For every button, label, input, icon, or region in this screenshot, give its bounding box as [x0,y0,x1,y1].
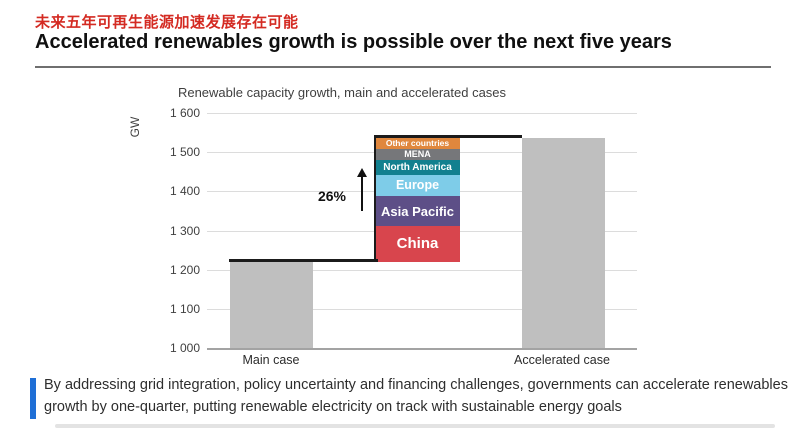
x-axis-label-main-case: Main case [242,353,300,367]
y-tick-label: 1 300 [169,223,200,238]
stack-segment-china: China [375,225,460,262]
bar-accelerated-case [522,137,605,348]
title-divider [35,66,771,68]
step-line-top [375,135,522,138]
stack-segment-other-countries: Other countries [375,137,460,149]
stack-segment-europe: Europe [375,174,460,197]
slide-title-english: Accelerated renewables growth is possibl… [35,31,672,53]
bar-main-case [230,261,313,348]
y-tick-label: 1 000 [169,341,200,355]
growth-delta-label: 26% [317,188,346,204]
up-arrow-icon [361,176,363,211]
gridline-1600 [207,113,637,114]
y-tick-label: 1 500 [169,145,200,160]
y-tick-label: 1 100 [169,301,200,316]
slide-title-chinese: 未来五年可再生能源加速发展存在可能 [35,14,299,31]
stack-segment-asia-pacific: Asia Pacific [375,196,460,226]
step-line-main [229,259,378,262]
up-arrow-head-icon [357,168,367,177]
slide-bottom-edge [55,424,775,428]
caption-accent-bar [30,378,36,419]
caption-text: By addressing grid integration, policy u… [44,377,788,415]
y-tick-label: 1 600 [169,106,200,120]
stack-segment-mena: MENA [375,148,460,161]
stack-segment-north-america: North America [375,160,460,175]
gridline-1000 [207,348,637,350]
step-line-vertical [373,135,377,262]
gridline-1100 [207,308,637,310]
x-axis-label-accelerated-case: Accelerated case [514,353,610,367]
chart-title: Renewable capacity growth, main and acce… [177,85,507,100]
y-tick-label: 1 400 [169,184,200,199]
y-tick-label: 1 200 [169,262,200,277]
gridline-1200 [207,269,637,271]
